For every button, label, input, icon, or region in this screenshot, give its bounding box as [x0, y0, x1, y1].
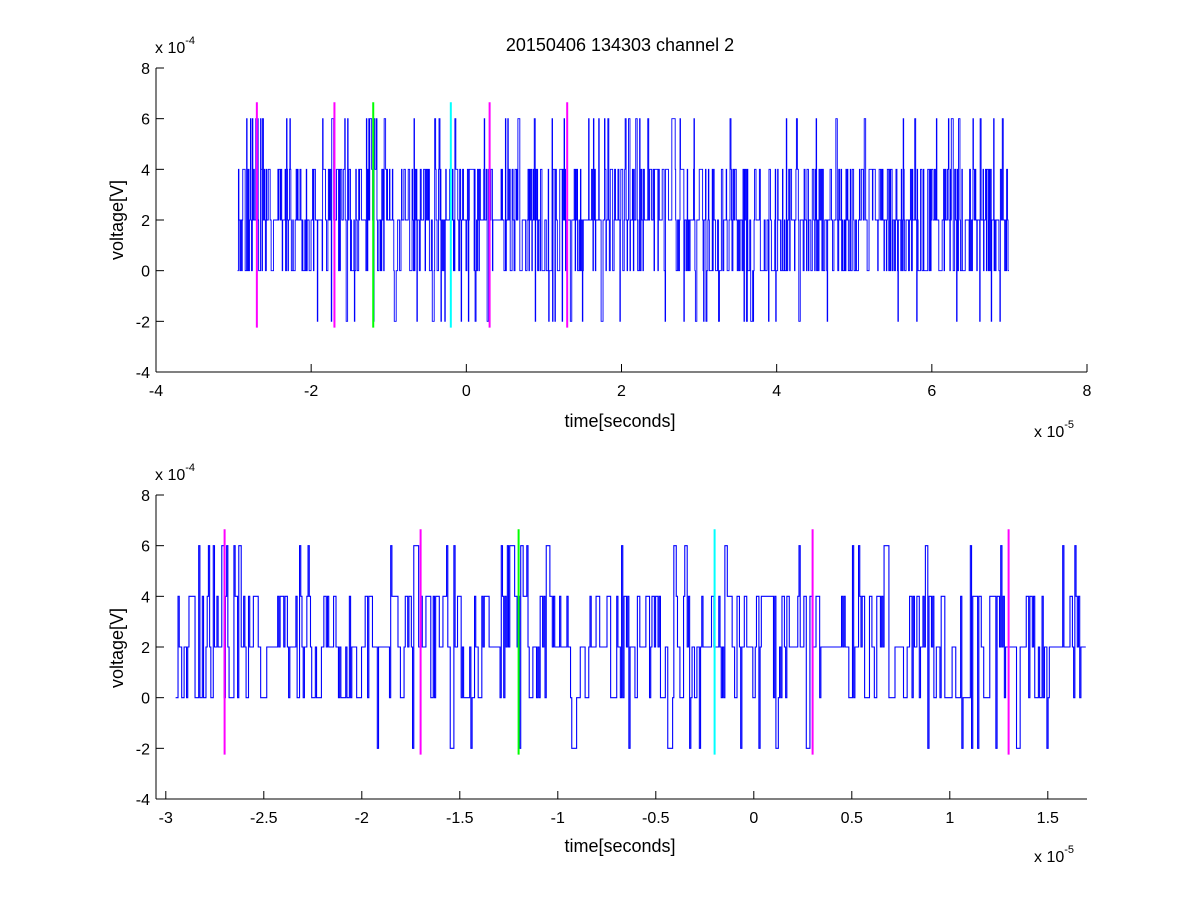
y-tick-label: 0 [141, 691, 150, 708]
y-tick-label: 8 [141, 61, 150, 78]
bottom-plot: -3 -2.5 -2 -1.5 -1 -0.5 0 0.5 1 1.5 -4 -2 0 2 4 6 8 tim… [107, 462, 1087, 866]
x-multiplier: x 10-5 [1034, 844, 1074, 866]
x-tick-label: -0.5 [642, 810, 670, 827]
top-plot-signal [237, 118, 1010, 322]
bottom-plot-signal [175, 545, 1086, 749]
bottom-plot-x-ticks: -3 -2.5 -2 -1.5 -1 -0.5 0 0.5 1 1.5 [159, 791, 1059, 827]
y-tick-label: 8 [141, 488, 150, 505]
y-tick-label: 6 [141, 539, 150, 556]
x-tick-label: -2.5 [250, 810, 278, 827]
x-axis-label: time[seconds] [564, 411, 675, 431]
top-plot-x-ticks: -4 -2 0 2 4 6 8 [149, 364, 1092, 400]
y-multiplier-base: x 10 [155, 40, 185, 57]
signal-line [175, 545, 1086, 749]
y-tick-label: 6 [141, 112, 150, 129]
y-multiplier-base: x 10 [155, 467, 185, 484]
x-tick-label: 8 [1083, 383, 1092, 400]
y-tick-label: -4 [136, 365, 150, 382]
x-tick-label: -2 [355, 810, 369, 827]
signal-line [237, 118, 1010, 322]
y-tick-label: 4 [141, 162, 150, 179]
x-multiplier-exp: -5 [1064, 419, 1074, 431]
top-plot-markers [255, 102, 569, 328]
top-plot-y-ticks: -4 -2 0 2 4 6 8 [136, 61, 164, 382]
y-tick-label: -4 [136, 792, 150, 809]
x-tick-label: -3 [159, 810, 173, 827]
x-tick-label: -1.5 [446, 810, 474, 827]
x-tick-label: -4 [149, 383, 163, 400]
x-multiplier: x 10-5 [1034, 419, 1074, 441]
x-tick-label: -1 [551, 810, 565, 827]
x-axis-label: time[seconds] [564, 836, 675, 856]
x-tick-label: 4 [772, 383, 781, 400]
x-tick-label: 1 [945, 810, 954, 827]
x-tick-label: 2 [617, 383, 626, 400]
y-axis-label: voltage[V] [107, 608, 127, 688]
y-multiplier: x 10-4 [155, 462, 195, 484]
y-tick-label: 4 [141, 589, 150, 606]
y-tick-label: -2 [136, 741, 150, 758]
x-tick-label: 0 [749, 810, 758, 827]
x-tick-label: 6 [927, 383, 936, 400]
bottom-plot-y-ticks: -4 -2 0 2 4 6 8 [136, 488, 164, 809]
y-axis-label: voltage[V] [107, 180, 127, 260]
x-tick-label: -2 [304, 383, 318, 400]
y-multiplier-exp: -4 [185, 462, 195, 474]
x-multiplier-exp: -5 [1064, 844, 1074, 856]
y-multiplier: x 10-4 [155, 35, 195, 57]
bottom-plot-markers [223, 529, 1010, 755]
x-multiplier-base: x 10 [1034, 849, 1064, 866]
x-tick-label: 1.5 [1037, 810, 1059, 827]
top-plot: 20150406 134303 channel 2 -4 -2 0 2 4 6 8 -4 -2… [107, 35, 1092, 441]
y-tick-label: -2 [136, 314, 150, 331]
x-tick-label: 0.5 [841, 810, 863, 827]
x-multiplier-base: x 10 [1034, 424, 1064, 441]
x-tick-label: 0 [462, 383, 471, 400]
y-multiplier-exp: -4 [185, 35, 195, 47]
chart-title: 20150406 134303 channel 2 [506, 35, 734, 55]
y-tick-label: 2 [141, 640, 150, 657]
y-tick-label: 0 [141, 264, 150, 281]
y-tick-label: 2 [141, 213, 150, 230]
